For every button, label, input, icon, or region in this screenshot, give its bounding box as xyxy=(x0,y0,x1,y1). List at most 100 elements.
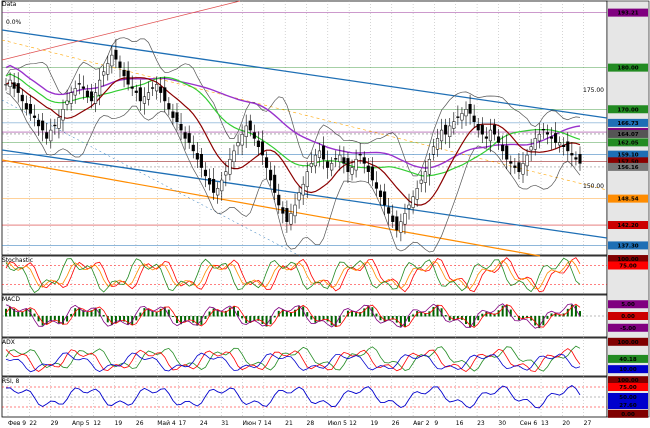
main-panel-title: Data xyxy=(2,1,17,8)
macd-hist-bar xyxy=(82,310,85,317)
stoch-slow xyxy=(5,257,581,294)
candle-body xyxy=(281,207,285,214)
candle-body xyxy=(138,87,142,102)
candle-body xyxy=(114,49,118,60)
price-label-box xyxy=(608,162,648,171)
macd-hist-bar xyxy=(574,305,577,317)
candle-body xyxy=(411,196,415,208)
macd-hist-bar xyxy=(444,315,447,317)
price-label-box xyxy=(608,105,648,114)
candle-body xyxy=(199,153,203,168)
bollinger-upper xyxy=(5,37,581,177)
indicator-panels xyxy=(2,257,607,409)
candle-body xyxy=(256,140,260,147)
macd-hist-bar xyxy=(17,311,20,317)
macd-hist-bar xyxy=(501,305,504,317)
macd-hist-bar xyxy=(110,316,113,326)
price-label-box xyxy=(608,129,648,138)
macd-hist-bar xyxy=(261,316,264,324)
macd-hist-bar xyxy=(566,308,569,317)
candle-body xyxy=(484,136,488,139)
price-label-box xyxy=(608,194,648,203)
candle-body xyxy=(61,109,65,121)
price-label: 170.00 xyxy=(617,107,638,113)
candle-body xyxy=(45,132,49,139)
ma-purple xyxy=(5,64,581,169)
x-tick-label: 12 xyxy=(349,420,357,427)
candle-body xyxy=(130,86,134,89)
candle-body xyxy=(167,103,171,110)
candle-body xyxy=(179,124,183,131)
panel-frame-macd xyxy=(1,294,608,338)
macd-hist-bar xyxy=(403,316,406,327)
candle-body xyxy=(521,163,525,175)
x-tick-label: Сен 6 xyxy=(520,420,538,427)
macd-hist-bar xyxy=(33,313,36,317)
price-label-box xyxy=(608,138,648,147)
candle-body xyxy=(187,133,191,143)
candle-body xyxy=(407,204,411,209)
candle-body xyxy=(171,111,175,118)
price-label-box xyxy=(608,157,648,166)
price-label: 180.00 xyxy=(617,66,638,72)
indicator-label: 100.00 xyxy=(617,378,638,384)
macd-hist-bar xyxy=(399,316,402,327)
x-tick-label: 19 xyxy=(115,420,123,427)
macd-hist-bar xyxy=(306,312,309,317)
candle-body xyxy=(305,171,309,187)
candle-body xyxy=(370,166,374,181)
macd-hist-bar xyxy=(351,310,354,317)
x-tick-label: 27 xyxy=(584,420,592,427)
candle-body xyxy=(24,103,28,110)
macd-hist-bar xyxy=(465,316,468,324)
macd-hist-bar xyxy=(489,313,492,317)
macd-hist-bar xyxy=(294,309,297,317)
indicator-label: 40.18 xyxy=(619,357,637,363)
indicator-label: 100.00 xyxy=(617,257,638,263)
candle-body xyxy=(269,169,273,181)
candle-body xyxy=(69,92,73,104)
x-tick-label: 26 xyxy=(136,420,144,427)
candle-body xyxy=(73,88,77,96)
rsi-line xyxy=(5,384,581,409)
adx-minus-di xyxy=(5,348,581,373)
candle-body xyxy=(497,136,501,143)
trend-line-orange xyxy=(1,159,541,257)
x-tick-label: 9 xyxy=(434,420,438,427)
candle-body xyxy=(501,144,505,152)
macd-hist-bar xyxy=(143,308,146,317)
macd-hist-bar xyxy=(184,316,187,322)
price-label: 148.54 xyxy=(617,197,638,203)
macd-hist-bar xyxy=(452,316,455,321)
candle-body xyxy=(480,124,484,135)
grid-lines xyxy=(1,0,650,418)
macd-hist-bar xyxy=(334,316,337,327)
candle-body xyxy=(468,104,472,114)
macd-hist-bar xyxy=(579,311,581,317)
macd-hist-bar xyxy=(424,313,427,317)
macd-hist-bar xyxy=(363,308,366,317)
macd-hist-bar xyxy=(220,312,223,317)
macd-hist-bar xyxy=(216,310,219,317)
x-tick-label: 21 xyxy=(285,420,293,427)
candle-body xyxy=(395,216,399,231)
candle-body xyxy=(260,141,265,156)
candle-body xyxy=(37,119,41,127)
x-tick-label: Авг 2 xyxy=(413,420,430,427)
macd-hist-bar xyxy=(497,310,500,317)
x-tick-label: 19 xyxy=(370,420,378,427)
indicator-label: 0.00 xyxy=(621,314,635,320)
macd-hist-bar xyxy=(281,309,284,317)
price-labels: 193.21180.00170.00166.73164.53164.07162.… xyxy=(608,8,648,418)
indicator-label: 75.00 xyxy=(619,264,637,270)
candle-body xyxy=(517,162,521,172)
macd-hist-bar xyxy=(61,316,64,325)
macd-hist-bar xyxy=(192,316,195,323)
candle-body xyxy=(53,124,57,127)
candle-body xyxy=(175,112,179,123)
candle-body xyxy=(566,141,570,152)
macd-hist-bar xyxy=(359,312,362,317)
candle-body xyxy=(313,154,317,167)
candle-body xyxy=(252,132,256,139)
candle-body xyxy=(330,163,334,171)
